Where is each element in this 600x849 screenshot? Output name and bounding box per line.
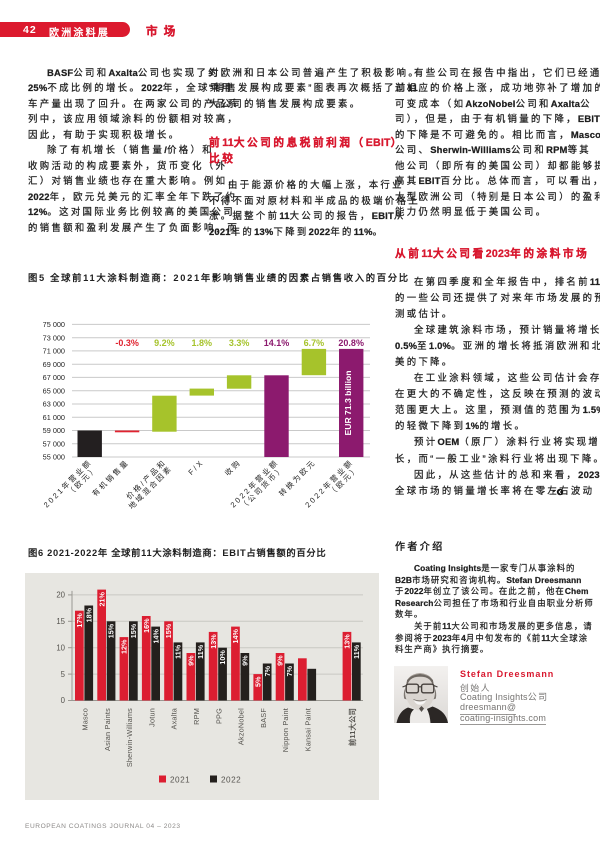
svg-text:5: 5 (61, 670, 66, 679)
svg-text:65 000: 65 000 (43, 386, 65, 395)
svg-text:前11大公司: 前11大公司 (348, 708, 357, 746)
svg-text:63 000: 63 000 (43, 400, 65, 409)
svg-text:20: 20 (56, 591, 65, 600)
svg-text:2022: 2022 (221, 775, 241, 784)
svg-text:20.8%: 20.8% (338, 338, 364, 348)
svg-text:11%: 11% (174, 644, 183, 659)
svg-text:PPG: PPG (214, 708, 223, 724)
svg-text:-0.3%: -0.3% (115, 338, 139, 348)
svg-text:17%: 17% (75, 613, 84, 628)
svg-text:6.7%: 6.7% (304, 338, 325, 348)
svg-text:10%: 10% (218, 650, 227, 665)
svg-text:59 000: 59 000 (43, 426, 65, 435)
svg-text:图6 2021-2022年 全球前11大涂料制造商：EBIT: 图6 2021-2022年 全球前11大涂料制造商：EBIT占销售额的百分比 (28, 547, 326, 558)
svg-text:18%: 18% (84, 607, 93, 622)
svg-text:RPM: RPM (192, 708, 201, 725)
svg-text:Kansai Paint: Kansai Paint (304, 708, 313, 751)
svg-text:11%: 11% (352, 644, 361, 659)
svg-text:9.2%: 9.2% (154, 338, 175, 348)
svg-text:9%: 9% (187, 655, 196, 666)
svg-text:Masco: Masco (81, 708, 90, 731)
svg-text:15: 15 (56, 617, 65, 626)
svg-text:15%: 15% (107, 623, 116, 638)
svg-text:57 000: 57 000 (43, 439, 65, 448)
svg-text:21%: 21% (97, 591, 106, 606)
svg-text:10: 10 (56, 643, 65, 652)
svg-text:55 000: 55 000 (43, 453, 65, 462)
svg-text:15%: 15% (129, 623, 138, 638)
svg-text:9%: 9% (276, 655, 285, 666)
svg-text:71 000: 71 000 (43, 347, 65, 356)
svg-text:Nippon Paint: Nippon Paint (281, 708, 290, 752)
svg-text:7%: 7% (263, 665, 272, 676)
svg-text:Jotun: Jotun (147, 708, 156, 727)
svg-text:69 000: 69 000 (43, 360, 65, 369)
svg-text:13%: 13% (343, 634, 352, 649)
svg-text:14%: 14% (231, 628, 240, 643)
svg-text:12%: 12% (120, 639, 129, 654)
svg-text:0: 0 (61, 696, 66, 705)
svg-text:67 000: 67 000 (43, 373, 65, 382)
svg-text:9%: 9% (241, 655, 250, 666)
svg-text:Asian Paints: Asian Paints (103, 708, 112, 751)
svg-text:图5 全球前11大涂料制造商：2021年影响销售业绩的因素占: 图5 全球前11大涂料制造商：2021年影响销售业绩的因素占销售收入的百分比 (28, 272, 410, 283)
svg-text:16%: 16% (142, 618, 151, 633)
svg-text:14%: 14% (151, 628, 160, 643)
svg-text:5%: 5% (253, 676, 262, 687)
svg-text:73 000: 73 000 (43, 333, 65, 342)
svg-text:11%: 11% (196, 644, 205, 659)
svg-text:1.8%: 1.8% (192, 338, 213, 348)
svg-text:15%: 15% (164, 623, 173, 638)
svg-text:61 000: 61 000 (43, 413, 65, 422)
svg-text:2021: 2021 (170, 775, 190, 784)
svg-text:13%: 13% (209, 634, 218, 649)
svg-text:Sherwin-Williams: Sherwin-Williams (125, 708, 134, 767)
svg-text:75 000: 75 000 (43, 320, 65, 329)
svg-text:AkzoNobel: AkzoNobel (237, 708, 246, 745)
svg-text:3.3%: 3.3% (229, 338, 250, 348)
svg-text:14.1%: 14.1% (264, 338, 290, 348)
svg-text:Axalta: Axalta (170, 707, 179, 729)
svg-text:BASF: BASF (259, 708, 268, 728)
svg-text:EUR 71.3 billion: EUR 71.3 billion (343, 371, 353, 436)
svg-text:7%: 7% (285, 665, 294, 676)
